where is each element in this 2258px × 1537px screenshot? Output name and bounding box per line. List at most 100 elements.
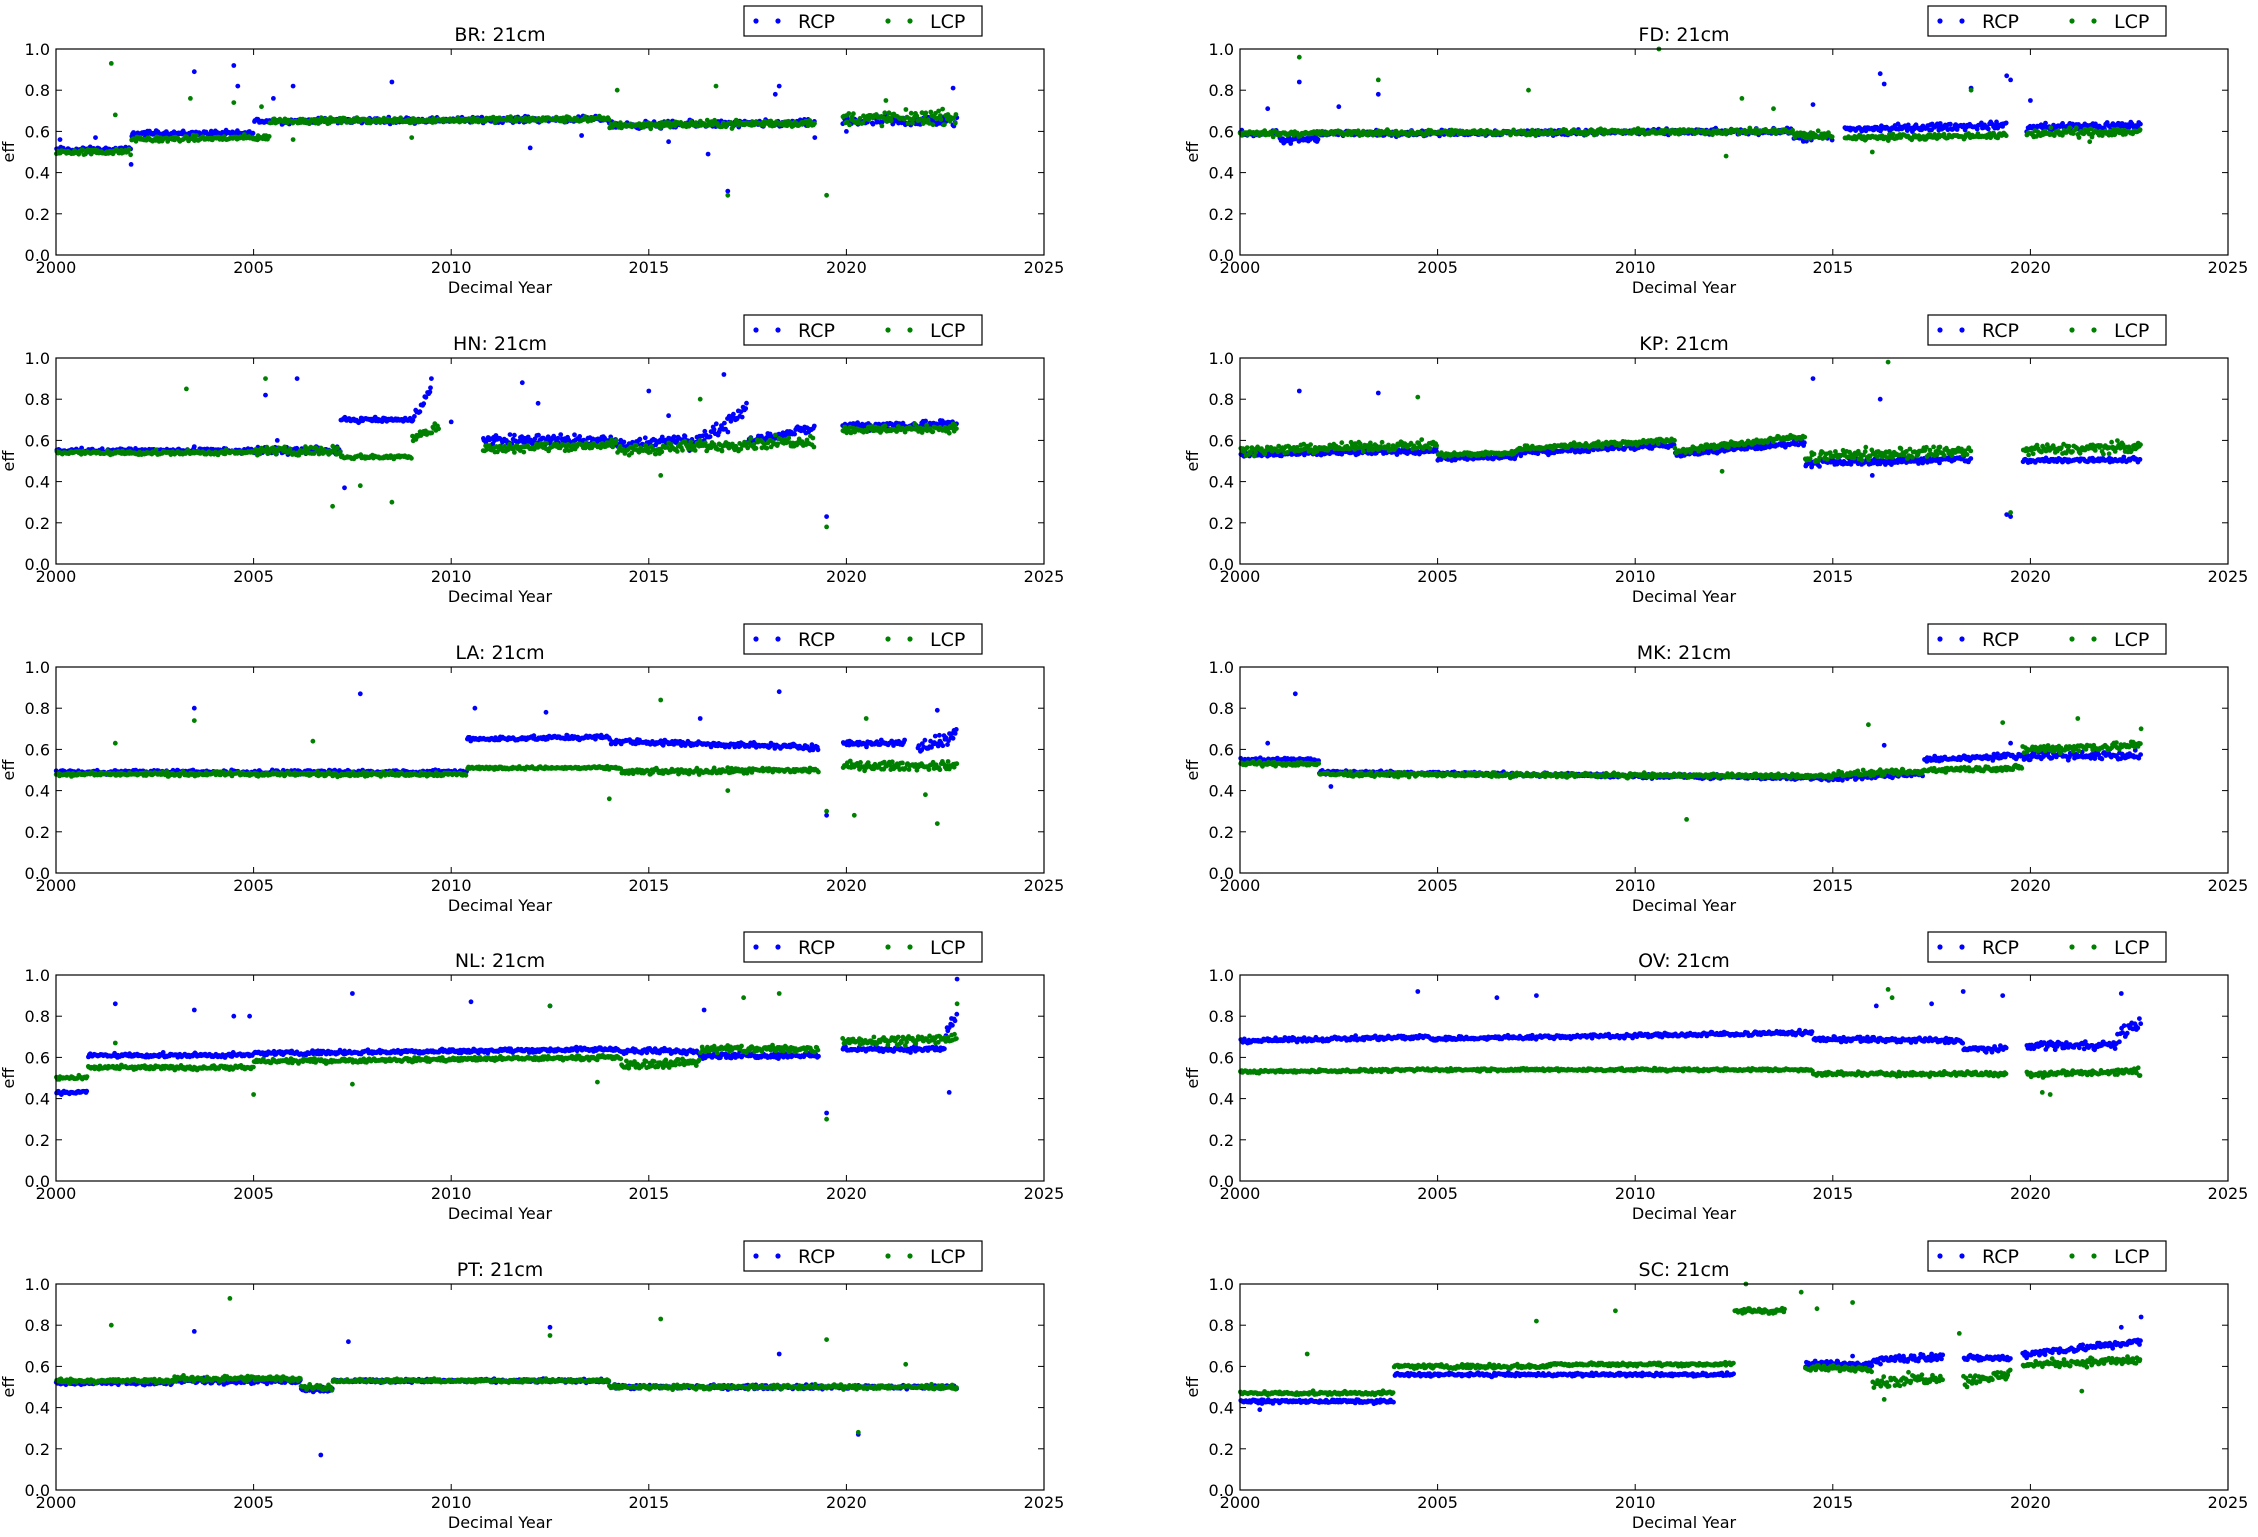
point-rcp: [811, 423, 817, 429]
legend-marker-lcp: [907, 327, 913, 333]
point-lcp: [680, 447, 685, 453]
x-tick-label: 2005: [1417, 258, 1458, 277]
point-lcp: [940, 106, 945, 112]
x-tick-label: 2010: [1615, 258, 1656, 277]
point-lcp: [810, 435, 816, 441]
point-rcp: [1881, 81, 1887, 87]
point-lcp: [409, 135, 415, 141]
point-lcp: [194, 133, 199, 139]
point-rcp: [93, 135, 98, 141]
legend-label-rcp: RCP: [798, 320, 835, 342]
point-rcp: [1265, 106, 1271, 112]
point-rcp: [1296, 79, 1302, 85]
point-lcp: [2003, 133, 2009, 139]
legend-marker-rcp: [753, 18, 759, 24]
y-tick-label: 0.6: [25, 431, 50, 450]
x-tick-label: 2010: [1615, 567, 1656, 586]
point-lcp: [80, 147, 86, 153]
point-lcp: [330, 503, 335, 509]
point-lcp: [903, 107, 909, 112]
point-lcp: [748, 436, 753, 441]
point-lcp: [674, 449, 680, 454]
point-lcp: [923, 110, 929, 116]
plot-title: BR: 21cm: [454, 24, 545, 46]
point-rcp: [290, 83, 296, 89]
x-tick-label: 2005: [233, 567, 274, 586]
point-lcp: [2076, 135, 2082, 140]
point-rcp: [536, 432, 541, 438]
point-lcp: [2137, 127, 2143, 133]
legend-marker-rcp: [1937, 18, 1943, 24]
point-lcp: [429, 430, 435, 436]
point-lcp: [725, 192, 731, 198]
x-tick-label: 2010: [431, 258, 472, 277]
point-lcp: [952, 120, 958, 126]
point-lcp: [2067, 125, 2073, 131]
point-lcp: [864, 429, 870, 435]
point-rcp: [1810, 102, 1816, 107]
x-tick-label: 2020: [2010, 258, 2051, 277]
point-lcp: [1890, 131, 1896, 137]
x-tick-label: 2010: [431, 567, 472, 586]
point-rcp: [812, 135, 818, 141]
point-lcp: [614, 87, 620, 93]
point-lcp: [1771, 106, 1776, 112]
x-tick-label: 2025: [2208, 258, 2249, 277]
y-tick-label: 0.2: [1209, 514, 1234, 533]
legend-marker-rcp: [775, 327, 781, 333]
point-lcp: [824, 524, 829, 530]
legend-marker-lcp: [885, 18, 891, 24]
x-tick-label: 2025: [2208, 567, 2249, 586]
point-lcp: [879, 123, 885, 129]
x-tick-label: 2015: [1812, 567, 1853, 586]
point-rcp: [824, 514, 829, 519]
x-axis-label: Decimal Year: [1632, 587, 1737, 606]
y-tick-label: 0.6: [1209, 122, 1234, 141]
point-lcp: [847, 122, 852, 128]
point-rcp: [666, 413, 671, 419]
plot-title: KP: 21cm: [1639, 333, 1729, 355]
point-rcp: [57, 137, 63, 143]
point-lcp: [786, 435, 792, 441]
point-lcp: [824, 192, 829, 198]
point-lcp: [1375, 77, 1381, 83]
legend-label-rcp: RCP: [1982, 11, 2019, 33]
point-rcp: [637, 436, 643, 442]
point-lcp: [905, 121, 911, 126]
point-lcp: [613, 438, 619, 443]
point-lcp: [938, 117, 944, 122]
x-tick-label: 2005: [233, 258, 274, 277]
point-lcp: [133, 138, 139, 144]
point-rcp: [235, 83, 241, 89]
point-lcp: [946, 430, 952, 436]
legend: RCP LCP: [743, 314, 983, 346]
point-rcp: [776, 83, 782, 89]
point-lcp: [409, 455, 414, 461]
point-rcp: [722, 420, 727, 426]
point-rcp: [744, 400, 749, 406]
point-rcp: [271, 96, 276, 101]
point-lcp: [334, 445, 340, 451]
point-rcp: [739, 414, 745, 420]
x-axis-label: Decimal Year: [1632, 278, 1737, 297]
point-lcp: [866, 117, 872, 122]
point-lcp: [562, 119, 568, 125]
point-lcp: [719, 448, 725, 454]
point-rcp: [1948, 121, 1953, 127]
point-lcp: [290, 137, 296, 143]
point-lcp: [920, 121, 926, 126]
point-rcp: [1877, 71, 1883, 77]
point-lcp: [1526, 87, 1531, 93]
axes-frame: [55, 357, 1045, 565]
point-rcp: [2004, 73, 2010, 79]
y-tick-label: 0.4: [25, 473, 50, 492]
point-lcp: [930, 429, 936, 435]
point-lcp: [772, 432, 778, 438]
x-tick-label: 2020: [826, 567, 867, 586]
x-axis-label: Decimal Year: [448, 587, 553, 606]
point-lcp: [659, 449, 665, 455]
point-lcp: [389, 499, 395, 505]
point-lcp: [812, 121, 817, 126]
point-rcp: [558, 432, 564, 437]
y-tick-label: 0.0: [25, 555, 50, 574]
